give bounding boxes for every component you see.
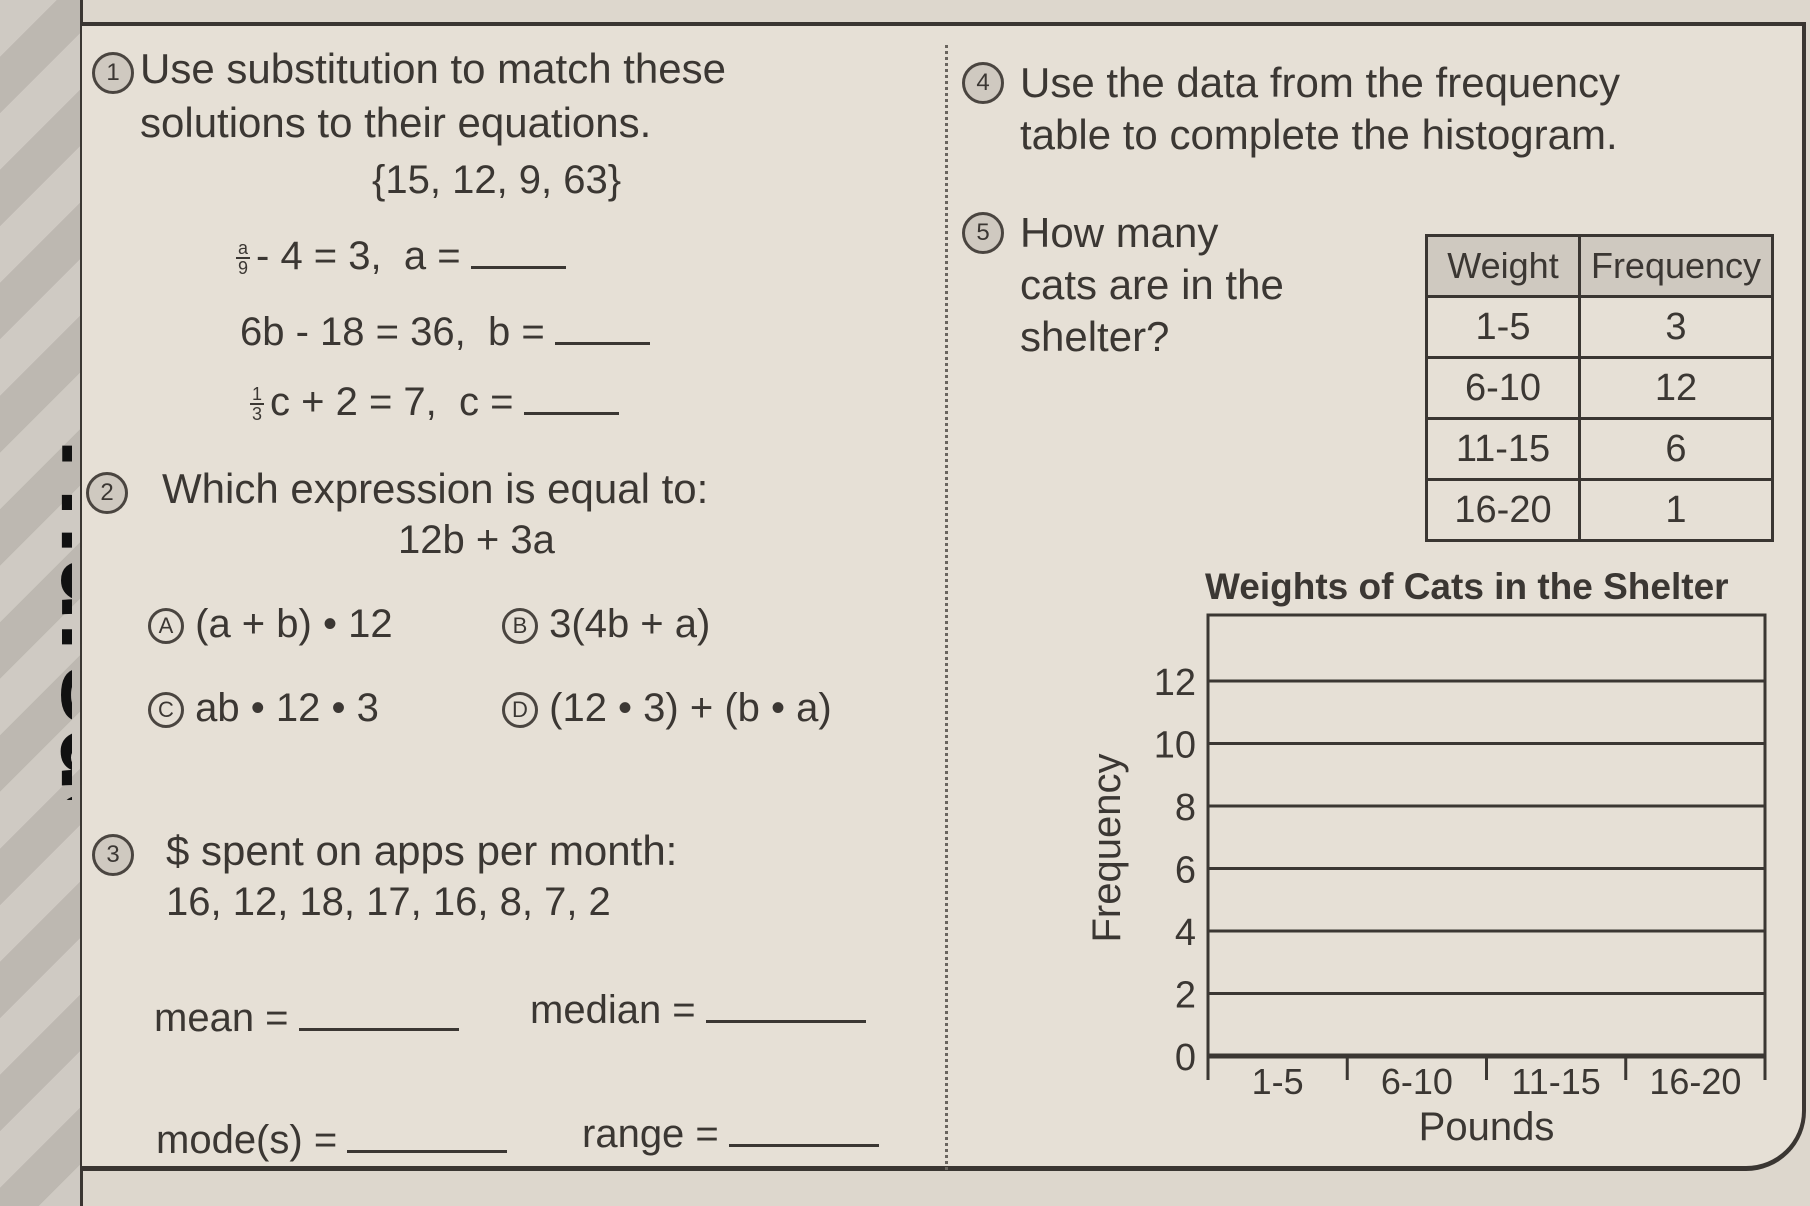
option-text: ab • 12 • 3 bbox=[195, 686, 379, 730]
q5-line1: How many bbox=[1020, 209, 1219, 256]
variable-label: b = bbox=[487, 310, 545, 354]
y-tick-label: 2 bbox=[1175, 975, 1196, 1017]
side-label-thursday: Thursday bbox=[38, 420, 72, 800]
q2-prompt: Which expression is equal to: bbox=[162, 465, 709, 512]
q4-instruction-line2: table to complete the histogram. bbox=[1020, 111, 1618, 158]
left-margin-line bbox=[80, 0, 83, 1206]
range-blank[interactable] bbox=[728, 1144, 879, 1147]
option-letter-c[interactable]: C bbox=[148, 692, 184, 729]
frequency-table: Weight Frequency 1-5 3 6-10 12 11-15 6 16-2… bbox=[1425, 234, 1774, 542]
option-text: 3(4b + a) bbox=[549, 602, 711, 646]
numerator: a bbox=[236, 238, 251, 260]
weight-cell: 16-20 bbox=[1425, 478, 1581, 542]
range-field: range = bbox=[582, 1114, 879, 1154]
option-d[interactable]: D (12 • 3) + (b • a) bbox=[502, 686, 832, 730]
option-b[interactable]: B 3(4b + a) bbox=[502, 602, 711, 646]
x-axis-label: Pounds bbox=[1419, 1105, 1555, 1149]
denominator: 9 bbox=[238, 258, 249, 279]
option-a[interactable]: A (a + b) • 12 bbox=[148, 602, 393, 646]
y-axis-label: Frequency bbox=[1085, 754, 1129, 943]
column-divider bbox=[945, 45, 948, 1170]
option-letter-b[interactable]: B bbox=[502, 608, 538, 645]
weight-cell: 6-10 bbox=[1425, 356, 1581, 420]
option-letter-a[interactable]: A bbox=[148, 608, 184, 645]
weight-cell: 11-15 bbox=[1425, 417, 1581, 481]
y-tick-label: 8 bbox=[1175, 787, 1196, 829]
weight-cell: 1-5 bbox=[1425, 295, 1581, 359]
denominator: 3 bbox=[252, 404, 263, 425]
q3-data: 16, 12, 18, 17, 16, 8, 7, 2 bbox=[166, 880, 611, 924]
x-tick-label: 6-10 bbox=[1381, 1061, 1453, 1102]
question-number-2: 2 bbox=[86, 472, 128, 514]
q5-line2: cats are in the bbox=[1020, 261, 1284, 308]
q5-line3: shelter? bbox=[1020, 313, 1170, 360]
median-label: median = bbox=[530, 988, 696, 1032]
header-frequency: Frequency bbox=[1578, 234, 1774, 298]
q1-instruction-line2: solutions to their equations. bbox=[140, 99, 652, 146]
variable-label: a = bbox=[403, 234, 461, 278]
mean-field: mean = bbox=[154, 998, 459, 1038]
option-text: (12 • 3) + (b • a) bbox=[549, 686, 832, 730]
range-label: range = bbox=[582, 1112, 719, 1156]
header-weight: Weight bbox=[1425, 234, 1581, 298]
equation-text: - 4 = 3, bbox=[256, 234, 382, 278]
mode-field: mode(s) = bbox=[156, 1118, 508, 1162]
equation-text: 6b - 18 = 36, bbox=[240, 310, 466, 354]
x-tick-label: 11-15 bbox=[1511, 1061, 1600, 1102]
x-tick-label: 1-5 bbox=[1252, 1061, 1304, 1102]
frequency-cell: 6 bbox=[1578, 417, 1774, 481]
table-row: 11-15 6 bbox=[1425, 417, 1774, 481]
answer-blank-c[interactable] bbox=[523, 412, 619, 415]
table-row: 16-20 1 bbox=[1425, 478, 1774, 542]
option-letter-d[interactable]: D bbox=[502, 692, 538, 729]
mode-label: mode(s) = bbox=[156, 1118, 338, 1162]
q1-instruction-line1: Use substitution to match these bbox=[140, 45, 726, 92]
q4-instruction-line1: Use the data from the frequency bbox=[1020, 59, 1620, 106]
question-number-5: 5 bbox=[962, 212, 1004, 254]
y-tick-label: 4 bbox=[1175, 912, 1196, 954]
numerator: 1 bbox=[250, 384, 265, 406]
background-strip: Thursday bbox=[0, 0, 80, 1206]
frequency-cell: 1 bbox=[1578, 478, 1774, 542]
mean-label: mean = bbox=[154, 996, 289, 1040]
median-blank[interactable] bbox=[705, 1020, 866, 1023]
y-tick-label: 12 bbox=[1154, 662, 1196, 704]
median-field: median = bbox=[530, 990, 866, 1030]
svg-text:Thursday: Thursday bbox=[38, 420, 72, 800]
option-text: (a + b) • 12 bbox=[195, 602, 393, 646]
q1-solution-set: {15, 12, 9, 63} bbox=[372, 158, 622, 202]
option-c[interactable]: C ab • 12 • 3 bbox=[148, 686, 379, 730]
q1-equation-2: 6b - 18 = 36, b = bbox=[240, 312, 650, 352]
table-header-row: Weight Frequency bbox=[1425, 234, 1774, 298]
table-row: 1-5 3 bbox=[1425, 295, 1774, 359]
equation-text: c + 2 = 7, bbox=[270, 380, 437, 424]
table-row: 6-10 12 bbox=[1425, 356, 1774, 420]
mode-blank[interactable] bbox=[347, 1150, 508, 1153]
frequency-cell: 12 bbox=[1578, 356, 1774, 420]
q2-expression: 12b + 3a bbox=[398, 518, 555, 562]
worksheet-page bbox=[82, 22, 1806, 1171]
question-number-1: 1 bbox=[92, 52, 134, 94]
mean-blank[interactable] bbox=[298, 1028, 459, 1031]
variable-label: c = bbox=[459, 380, 514, 424]
frequency-cell: 3 bbox=[1578, 295, 1774, 359]
x-tick-label: 16-20 bbox=[1649, 1061, 1741, 1102]
answer-blank-b[interactable] bbox=[554, 342, 650, 345]
y-tick-label: 10 bbox=[1154, 725, 1196, 767]
y-tick-label: 0 bbox=[1175, 1037, 1196, 1079]
question-number-4: 4 bbox=[962, 62, 1004, 104]
q3-prompt: $ spent on apps per month: bbox=[166, 827, 678, 874]
question-number-3: 3 bbox=[92, 834, 134, 876]
answer-blank-a[interactable] bbox=[470, 266, 566, 269]
histogram-title: Weights of Cats in the Shelter bbox=[1205, 566, 1729, 607]
y-tick-label: 6 bbox=[1175, 850, 1196, 892]
